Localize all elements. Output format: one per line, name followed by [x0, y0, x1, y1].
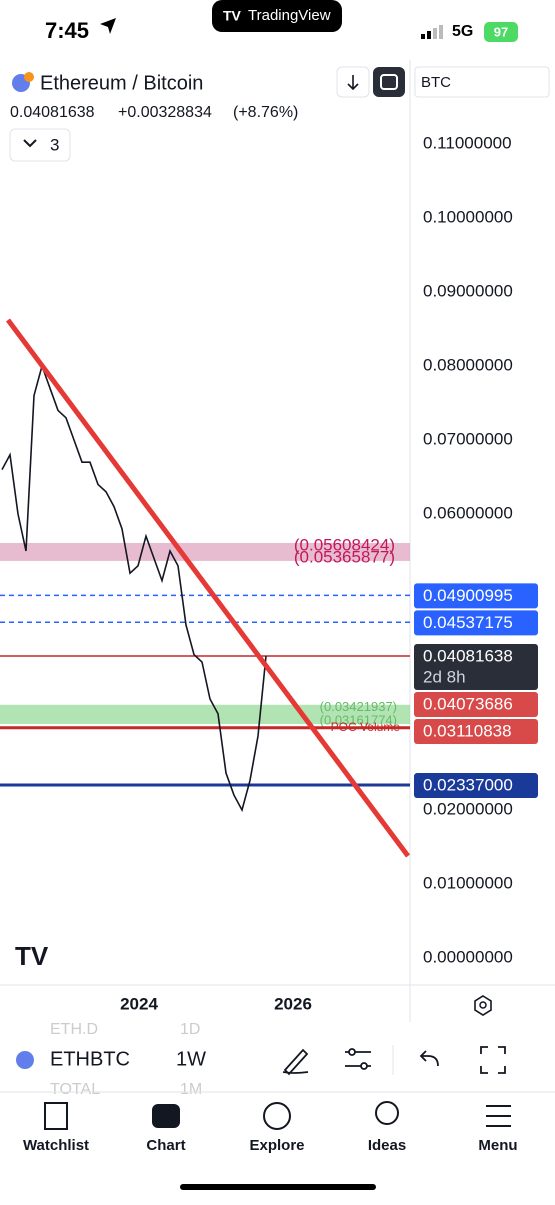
zone-label: (0.03421937) [320, 699, 397, 714]
currency: BTC [421, 74, 451, 91]
y-tick-label: 0.09000000 [423, 281, 513, 300]
fullscreen-button[interactable] [373, 67, 405, 97]
price-tag [414, 610, 538, 636]
arrow-icon [347, 75, 359, 91]
y-tick-label: 0.01000000 [423, 873, 513, 892]
location-icon [100, 18, 116, 34]
price-tag-label: 0.04900995 [423, 586, 513, 605]
price-tag-label: 0.03110838 [423, 721, 512, 740]
app-logo: TV [223, 8, 242, 24]
price-tag-sublabel: 2d 8h [423, 667, 466, 686]
settings-dot [479, 1001, 487, 1009]
draw-tool[interactable] [282, 1048, 309, 1076]
y-tick-label: 0.10000000 [423, 207, 513, 226]
home-indicator [180, 1184, 376, 1190]
tv-watermark: TV [15, 941, 49, 971]
price-tag-label: 0.04073686 [423, 694, 513, 713]
fullscreen-icon [380, 74, 398, 90]
tab-label[interactable]: Watchlist [23, 1137, 89, 1154]
y-tick-label: 0.08000000 [423, 355, 513, 374]
ideas-icon [375, 1101, 399, 1125]
btc-icon [24, 72, 34, 82]
settings-icon[interactable] [474, 995, 492, 1016]
price-change-pct: (+8.76%) [233, 104, 298, 121]
zone-label: (0.03161774) [320, 712, 397, 727]
y-tick-label: 0.11000000 [423, 133, 512, 152]
ghost-interval: 1D [180, 1021, 200, 1038]
price-tag [414, 773, 538, 799]
time: 7:45 [45, 18, 89, 43]
price-tag-label: 0.04537175 [423, 613, 513, 632]
tab-label[interactable]: Ideas [368, 1137, 406, 1154]
zone [0, 542, 410, 561]
ghost-interval: 1M [180, 1081, 202, 1098]
price-tag [414, 643, 538, 690]
tab-label[interactable]: Chart [146, 1137, 185, 1154]
y-tick-label: 0.06000000 [423, 503, 513, 522]
explore-icon [263, 1102, 291, 1130]
currency-box[interactable] [414, 66, 550, 98]
menu-icon [486, 1105, 511, 1127]
price-change: +0.00328834 [118, 104, 212, 121]
y-tick-label: 0.07000000 [423, 429, 513, 448]
chart: 0.11000000 0.10000000 0.09000000 0.08000000… [0, 133, 538, 1013]
tab-label[interactable]: Menu [478, 1137, 517, 1154]
expand-tool[interactable] [480, 1046, 506, 1074]
indicator-toggle[interactable] [9, 128, 71, 162]
ghost-symbol: ETH.D [50, 1021, 98, 1038]
tab-label[interactable]: Explore [249, 1137, 304, 1154]
toolbar-interval[interactable]: 1W [176, 1048, 206, 1070]
trend-line [5, 318, 411, 858]
price-tag-label: 0.04081638 [423, 646, 513, 665]
watchlist-icon [44, 1102, 68, 1130]
y-tick-label: 0.02000000 [423, 799, 513, 818]
y-tick-label: 0.00000000 [423, 947, 513, 966]
app-name: TradingView [248, 7, 331, 24]
undo-tool[interactable] [419, 1050, 439, 1067]
chevron [23, 139, 37, 148]
price-line [1, 363, 267, 813]
battery [484, 22, 518, 42]
x-tick-label: 2026 [274, 994, 312, 1013]
app-pill [212, 0, 342, 32]
price-tag [414, 718, 538, 744]
price-tag [414, 691, 538, 717]
eth-icon [16, 1051, 34, 1069]
network: 5G [452, 23, 473, 40]
price-tag-label: 0.02337000 [423, 776, 513, 795]
battery-level: 97 [494, 24, 508, 39]
chart-icon [152, 1104, 180, 1128]
signal [421, 25, 443, 39]
symbol-title: Ethereum / Bitcoin [40, 72, 203, 94]
zone-label: (0.05608424) [294, 535, 395, 554]
price-tag [414, 583, 538, 609]
ghost-symbol: TOTAL [50, 1081, 100, 1098]
zone-label: (0.05365877) [294, 547, 395, 566]
indicator-count: 3 [50, 135, 59, 154]
x-tick-label: 2024 [120, 994, 158, 1013]
last-price: 0.04081638 [10, 104, 95, 121]
indicators-tool[interactable] [345, 1048, 371, 1070]
toolbar-symbol[interactable]: ETHBTC [50, 1048, 130, 1070]
